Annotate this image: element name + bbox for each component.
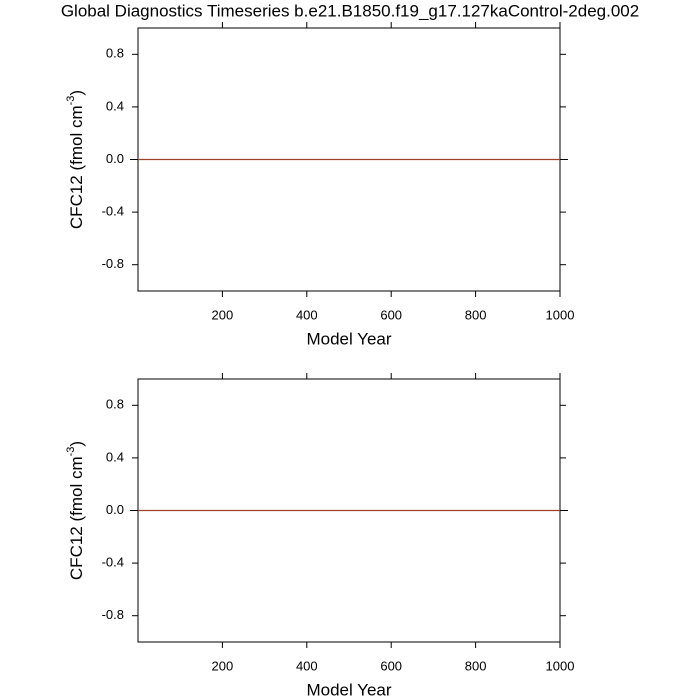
y-tick-label: -0.8 bbox=[102, 256, 124, 271]
x-tick-label: 800 bbox=[465, 307, 487, 322]
y-axis-label-close: ) bbox=[67, 441, 86, 447]
chart-title: Global Diagnostics Timeseries b.e21.B185… bbox=[61, 1, 639, 20]
y-tick-label: 0.0 bbox=[106, 502, 124, 517]
y-axis-label-text: CFC12 (fmol cm bbox=[67, 105, 86, 229]
x-tick-label: 400 bbox=[296, 307, 318, 322]
y-tick-label: -0.8 bbox=[102, 607, 124, 622]
x-tick-label: 200 bbox=[212, 307, 234, 322]
y-tick-label: 0.0 bbox=[106, 151, 124, 166]
y-axis-label: CFC12 (fmol cm-3) bbox=[65, 441, 87, 580]
y-tick-label: 0.4 bbox=[106, 449, 124, 464]
y-tick-label: 0.4 bbox=[106, 98, 124, 113]
y-axis-label-text: CFC12 (fmol cm bbox=[67, 456, 86, 580]
x-tick-label: 1000 bbox=[546, 658, 575, 673]
y-tick-label: 0.8 bbox=[106, 46, 124, 61]
y-axis-label-close: ) bbox=[67, 90, 86, 96]
x-tick-label: 800 bbox=[465, 658, 487, 673]
x-tick-label: 400 bbox=[296, 658, 318, 673]
x-tick-label: 1000 bbox=[546, 307, 575, 322]
x-axis-label: Model Year bbox=[306, 329, 391, 348]
x-tick-label: 600 bbox=[380, 307, 402, 322]
y-tick-label: 0.8 bbox=[106, 397, 124, 412]
x-tick-label: 200 bbox=[212, 658, 234, 673]
y-tick-label: -0.4 bbox=[102, 204, 124, 219]
y-axis-label-sup: -3 bbox=[65, 447, 77, 457]
x-axis-label: Model Year bbox=[306, 680, 391, 699]
y-axis-label: CFC12 (fmol cm-3) bbox=[65, 90, 87, 229]
y-tick-label: -0.4 bbox=[102, 555, 124, 570]
x-tick-label: 600 bbox=[380, 658, 402, 673]
y-axis-label-sup: -3 bbox=[65, 96, 77, 106]
